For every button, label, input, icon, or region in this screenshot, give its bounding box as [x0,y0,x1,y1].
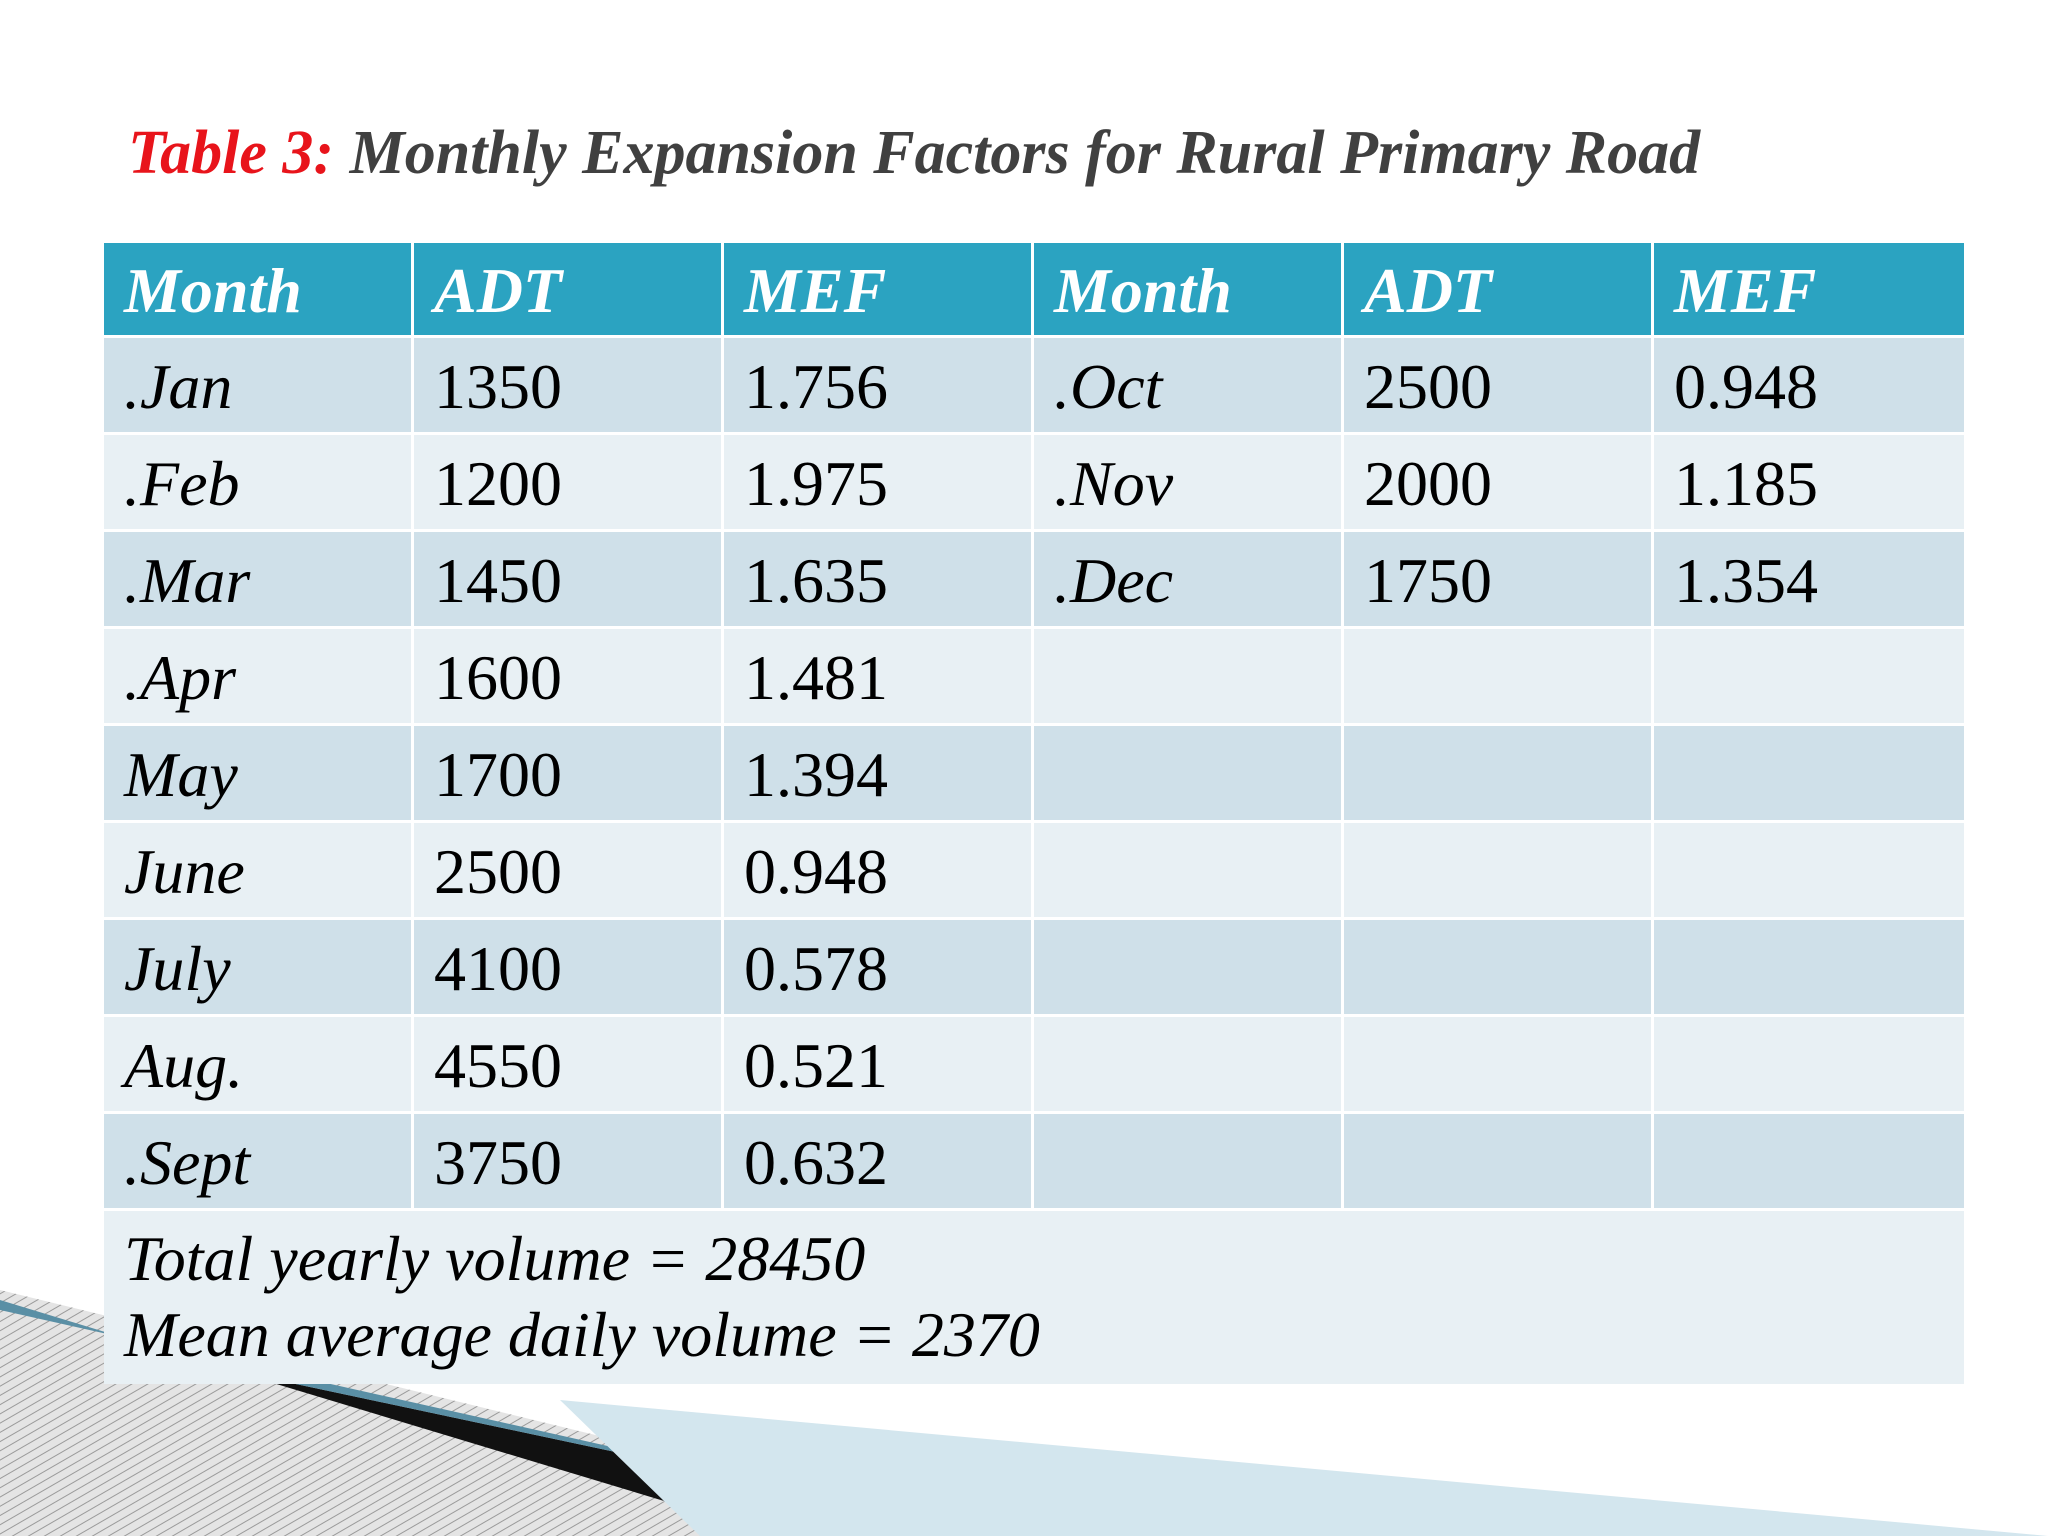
value-cell: 3750 [414,1114,724,1211]
value-cell: 1.635 [724,532,1034,629]
table-title: Monthly Expansion Factors for Rural Prim… [349,119,1701,187]
value-cell: 1350 [414,338,724,435]
value-cell: 0.521 [724,1017,1034,1114]
value-cell: 2500 [414,823,724,920]
empty-cell [1344,629,1654,726]
value-cell: 1.354 [1654,532,1964,629]
month-cell: .Nov [1034,435,1344,532]
month-cell: July [104,920,414,1017]
value-cell: 1.481 [724,629,1034,726]
empty-cell [1654,920,1964,1017]
empty-cell [1344,920,1654,1017]
value-cell: 4100 [414,920,724,1017]
empty-cell [1344,1114,1654,1211]
empty-cell [1034,920,1344,1017]
value-cell: 1700 [414,726,724,823]
value-cell: 1450 [414,532,724,629]
footer-line: Mean average daily volume = 2370 [124,1299,1040,1370]
value-cell: 1750 [1344,532,1654,629]
empty-cell [1654,823,1964,920]
column-header: ADT [1344,243,1654,338]
empty-cell [1344,726,1654,823]
value-cell: 2500 [1344,338,1654,435]
empty-cell [1654,1114,1964,1211]
empty-cell [1654,726,1964,823]
month-cell: .Jan [104,338,414,435]
value-cell: 1600 [414,629,724,726]
month-cell: .Oct [1034,338,1344,435]
value-cell: 0.948 [1654,338,1964,435]
value-cell: 1.394 [724,726,1034,823]
month-cell: .Sept [104,1114,414,1211]
table: Month ADT MEF Month ADT MEF .Jan 1350 1.756 .Oct 2… [104,243,1964,1384]
value-cell: 1.756 [724,338,1034,435]
month-cell: May [104,726,414,823]
empty-cell [1344,1017,1654,1114]
empty-cell [1034,823,1344,920]
month-cell: June [104,823,414,920]
column-header: ADT [414,243,724,338]
column-header: MEF [724,243,1034,338]
empty-cell [1034,1114,1344,1211]
value-cell: 1.185 [1654,435,1964,532]
value-cell: 0.948 [724,823,1034,920]
month-cell: .Dec [1034,532,1344,629]
empty-cell [1034,629,1344,726]
value-cell: 1.975 [724,435,1034,532]
empty-cell [1034,726,1344,823]
value-cell: 0.578 [724,920,1034,1017]
table-footer: Total yearly volume = 28450 Mean average … [104,1211,1964,1384]
value-cell: 4550 [414,1017,724,1114]
month-cell: .Feb [104,435,414,532]
column-header: Month [104,243,414,338]
month-cell: .Mar [104,532,414,629]
empty-cell [1344,823,1654,920]
light-band [560,1400,2048,1536]
value-cell: 0.632 [724,1114,1034,1211]
column-header: MEF [1654,243,1964,338]
value-cell: 2000 [1344,435,1654,532]
empty-cell [1654,629,1964,726]
month-cell: Aug. [104,1017,414,1114]
empty-cell [1034,1017,1344,1114]
title: Table 3: Monthly Expansion Factors for R… [128,118,1700,189]
column-header: Month [1034,243,1344,338]
value-cell: 1200 [414,435,724,532]
footer-line: Total yearly volume = 28450 [124,1223,866,1294]
month-cell: .Apr [104,629,414,726]
table-label: Table 3: [128,119,335,187]
empty-cell [1654,1017,1964,1114]
